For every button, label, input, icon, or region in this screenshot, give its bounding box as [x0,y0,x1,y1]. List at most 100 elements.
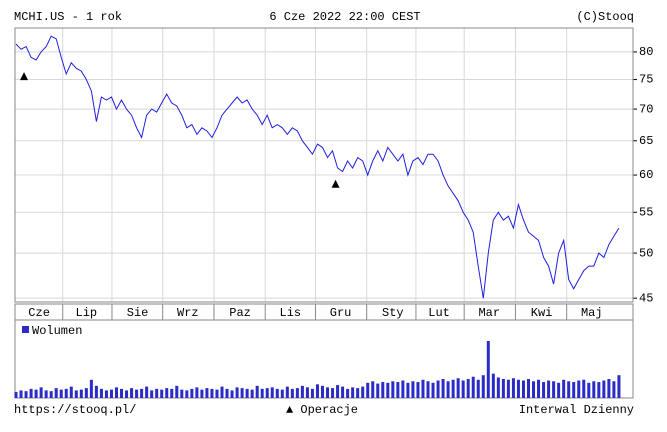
operation-marker [331,179,340,188]
volume-bar [491,373,495,398]
volume-bar [466,379,470,398]
volume-bar [125,390,129,398]
volume-bar [552,381,556,398]
volume-bar [421,379,425,398]
volume-bar [386,382,390,398]
volume-bar [215,389,219,398]
volume-bar [185,390,189,398]
y-tick-label: 70 [639,102,653,116]
volume-bar [160,389,164,398]
x-tick-label: Lis [280,306,302,320]
volume-bar [250,389,254,398]
volume-bar [120,388,124,398]
y-tick-label: 55 [639,205,653,219]
volume-bar [331,388,335,398]
volume-bar [74,390,78,398]
volume-bar [396,382,400,398]
header-left: MCHI.US - 1 rok [14,10,122,24]
volume-bar [280,389,284,398]
footer-left: https://stooq.pl/ [14,403,136,417]
volume-bar [205,388,209,398]
volume-bar [471,376,475,398]
volume-bar [114,387,118,398]
volume-bar [89,379,93,398]
x-tick-label: Lut [428,306,450,320]
volume-bar [602,380,606,398]
volume-bar [99,388,103,398]
y-tick-label: 65 [639,134,653,148]
volume-bar [532,381,536,398]
volume-bar [451,379,455,398]
header-right: (C)Stooq [576,10,634,24]
footer-right: Interwal Dzienny [519,403,634,417]
volume-bar [526,379,530,398]
volume-bar [69,386,73,398]
y-tick-label: 80 [639,45,653,59]
volume-bar [39,387,43,398]
volume-bar [506,379,510,398]
volume-bar [290,388,294,398]
volume-bar [195,387,199,398]
y-tick-label: 45 [639,291,653,305]
volume-bar [165,388,169,398]
price-line [15,35,620,299]
volume-bar [265,388,269,398]
volume-bar [150,390,154,398]
volume-bar [19,390,23,398]
volume-bar [391,381,395,398]
volume-bar [416,382,420,398]
y-tick-label: 75 [639,73,653,87]
volume-bar [521,380,525,398]
x-tick-label: Cze [28,306,50,320]
volume-bar [295,388,299,398]
volume-bar [220,386,224,398]
volume-bar [109,389,113,398]
volume-bar [572,382,576,398]
volume-bar [225,388,229,398]
volume-bar [260,388,264,398]
volume-bar [537,379,541,398]
volume-bar [426,381,430,398]
volume-bar [190,388,194,398]
x-tick-label: Paz [229,306,251,320]
x-tick-label: Kwi [531,306,553,320]
y-tick-label: 60 [639,168,653,182]
volume-bar [210,388,214,398]
volume-bar [456,378,460,398]
volume-bar [547,380,551,398]
volume-bar [371,381,375,398]
volume-bar [49,391,53,398]
volume-bar [315,384,319,398]
x-tick-label: Mar [478,306,500,320]
volume-bar [366,382,370,398]
volume-bar [44,390,48,398]
operation-marker [20,72,29,81]
volume-bar [255,385,259,398]
volume-bar [275,388,279,398]
volume-bar [501,379,505,398]
y-tick-label: 50 [639,246,653,260]
volume-bar [285,386,289,398]
footer-center: ▲ Operacje [286,403,358,417]
volume-bar [381,382,385,398]
volume-bar [582,379,586,398]
volume-bar [54,388,58,398]
volume-bar [305,387,309,398]
volume-bar [230,390,234,398]
volume-bar [557,382,561,398]
volume-bar [130,388,134,398]
volume-frame [14,319,634,399]
x-tick-label: Wrz [177,306,199,320]
volume-bar [200,389,204,398]
volume-bar [34,389,38,398]
volume-bar [326,387,330,398]
volume-bar [562,379,566,398]
volume-bar [79,389,83,398]
volume-bar [617,375,621,398]
volume-bar [84,388,88,398]
volume-bar [24,391,28,398]
x-tick-label: Sie [127,306,149,320]
volume-bar [170,388,174,398]
